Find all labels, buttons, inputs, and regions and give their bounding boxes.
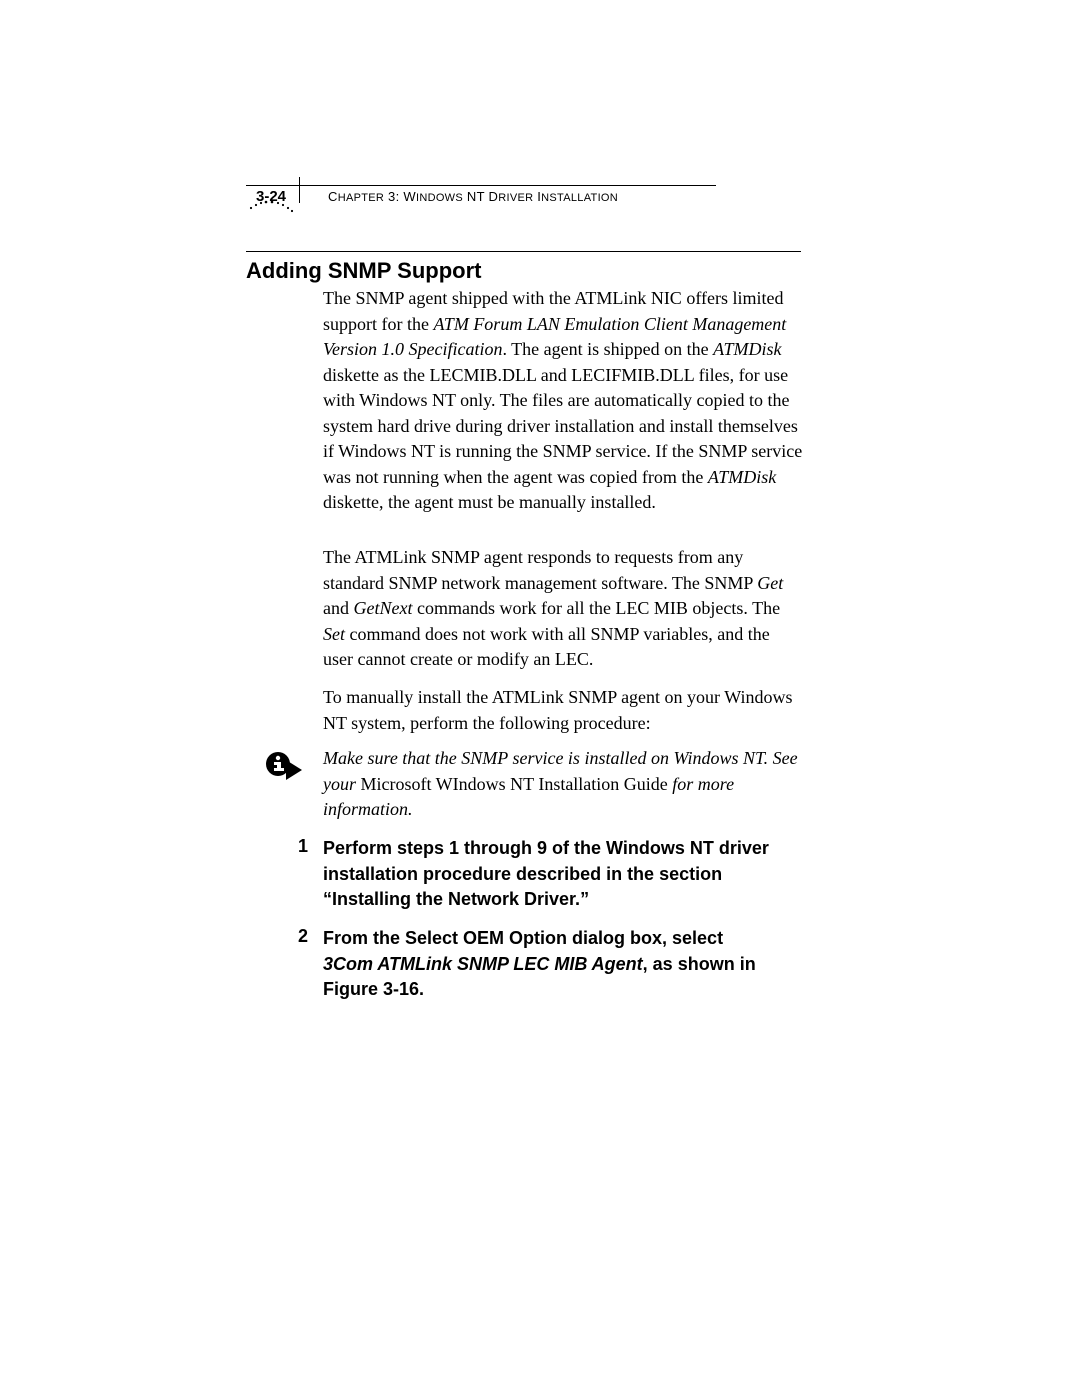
p2-italic-1: Get: [757, 573, 783, 593]
note-roman: Microsoft WIndows NT Installation Guide: [361, 774, 668, 794]
p2-italic-2: GetNext: [354, 598, 413, 618]
section-rule: [246, 251, 801, 252]
step2-bolditalic: 3Com ATMLink SNMP LEC MIB Agent: [323, 954, 643, 974]
header-text-7: I: [533, 189, 541, 204]
p1-italic-2: ATMDisk: [713, 339, 781, 359]
info-icon: [264, 750, 304, 790]
document-page: 3-24 CHAPTER 3: WINDOWS NT DRIVER INSTAL…: [0, 0, 1080, 1397]
header-text-6: RIVER: [498, 192, 533, 204]
step-number-1: 1: [298, 836, 308, 857]
header-text-1: C: [328, 189, 338, 204]
running-header: CHAPTER 3: WINDOWS NT DRIVER INSTALLATIO…: [328, 189, 618, 204]
p1-text-b: . The agent is shipped on the: [502, 339, 713, 359]
p2-text-a: The ATMLink SNMP agent responds to reque…: [323, 547, 757, 593]
header-text-5: NT D: [463, 189, 498, 204]
step-1: Perform steps 1 through 9 of the Windows…: [323, 836, 803, 913]
p2-text-d: command does not work with all SNMP vari…: [323, 624, 770, 670]
header-text-2: HAPTER: [338, 192, 384, 204]
header-text-4: INDOWS: [416, 192, 463, 204]
header-text-8: NSTALLATION: [541, 192, 618, 204]
step2-text-a: From the Select OEM Option dialog box, s…: [323, 928, 723, 948]
section-title: Adding SNMP Support: [246, 258, 481, 284]
header-text-3: 3: W: [384, 189, 416, 204]
note-paragraph: Make sure that the SNMP service is insta…: [323, 746, 803, 823]
p1-italic-3: ATMDisk: [708, 467, 776, 487]
step-number-2: 2: [298, 926, 308, 947]
paragraph-2: The ATMLink SNMP agent responds to reque…: [323, 545, 803, 673]
paragraph-1: The SNMP agent shipped with the ATMLink …: [323, 286, 803, 516]
page-number: 3-24: [256, 188, 286, 205]
p2-text-b: and: [323, 598, 354, 618]
p2-italic-3: Set: [323, 624, 345, 644]
p1-text-d: diskette, the agent must be manually ins…: [323, 492, 656, 512]
p2-text-c: commands work for all the LEC MIB object…: [412, 598, 780, 618]
step-2: From the Select OEM Option dialog box, s…: [323, 926, 803, 1003]
paragraph-3: To manually install the ATMLink SNMP age…: [323, 685, 803, 736]
